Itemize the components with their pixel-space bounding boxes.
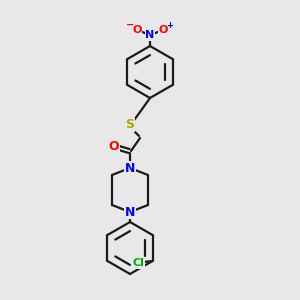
Text: N: N [125,161,135,175]
Text: S: S [125,118,134,131]
Text: +: + [167,20,173,29]
Text: O: O [158,25,168,35]
Text: O: O [132,25,142,35]
Text: Cl: Cl [133,258,145,268]
Text: N: N [125,161,135,175]
Text: −: − [126,20,134,30]
Text: N: N [146,30,154,40]
Text: O: O [109,140,119,154]
Text: N: N [125,206,135,218]
